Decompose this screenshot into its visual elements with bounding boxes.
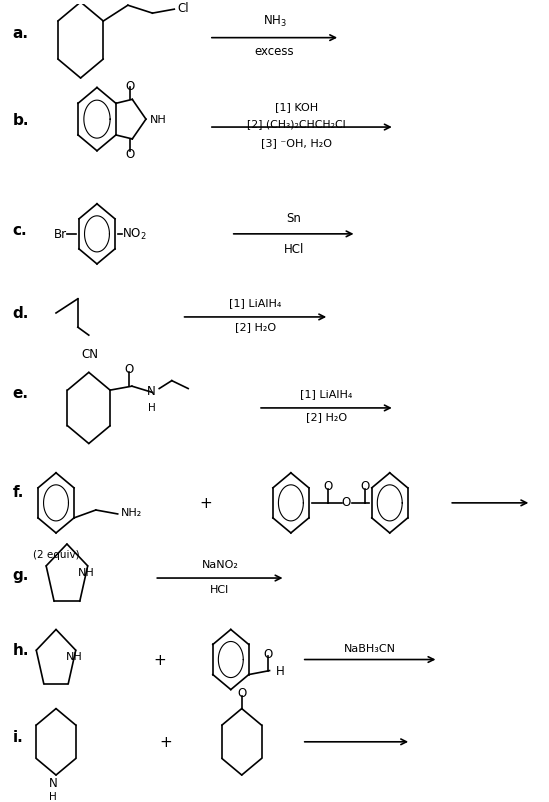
Text: +: + <box>159 735 172 749</box>
Text: O: O <box>341 495 351 508</box>
Text: [1] LiAlH₄: [1] LiAlH₄ <box>300 388 352 398</box>
Text: H: H <box>49 791 57 800</box>
Text: HCl: HCl <box>283 242 304 256</box>
Text: CN: CN <box>81 347 98 361</box>
Text: i.: i. <box>12 729 23 743</box>
Text: excess: excess <box>255 45 294 58</box>
Text: N: N <box>147 385 156 398</box>
Text: O: O <box>237 687 247 699</box>
Text: NaNO₂: NaNO₂ <box>201 559 238 569</box>
Text: O: O <box>125 148 134 160</box>
Text: NH₂: NH₂ <box>120 508 142 518</box>
Text: c.: c. <box>12 223 27 238</box>
Text: [2] H₂O: [2] H₂O <box>235 322 276 331</box>
Text: d.: d. <box>12 306 29 321</box>
Text: NH$_3$: NH$_3$ <box>262 14 287 29</box>
Text: NO$_2$: NO$_2$ <box>122 227 147 242</box>
Text: h.: h. <box>12 642 29 657</box>
Text: O: O <box>323 480 333 492</box>
Text: Cl: Cl <box>177 2 189 15</box>
Text: H: H <box>276 664 285 677</box>
Text: O: O <box>264 647 273 660</box>
Text: O: O <box>125 79 134 92</box>
Text: [1] KOH: [1] KOH <box>275 102 318 112</box>
Text: +: + <box>200 496 212 511</box>
Text: [2] (CH₃)₂CHCH₂Cl: [2] (CH₃)₂CHCH₂Cl <box>247 119 346 129</box>
Text: a.: a. <box>12 26 29 41</box>
Text: HCl: HCl <box>210 584 229 593</box>
Text: O: O <box>360 480 369 492</box>
Text: NH: NH <box>66 650 82 661</box>
Text: NH: NH <box>150 115 167 125</box>
Text: b.: b. <box>12 112 29 128</box>
Text: NaBH₃CN: NaBH₃CN <box>344 643 396 654</box>
Text: (2 equiv): (2 equiv) <box>33 549 79 560</box>
Text: [2] H₂O: [2] H₂O <box>306 411 347 422</box>
Text: e.: e. <box>12 385 29 400</box>
Text: [3] ⁻OH, H₂O: [3] ⁻OH, H₂O <box>261 138 332 148</box>
Text: H: H <box>148 403 155 412</box>
Text: f.: f. <box>12 484 24 499</box>
Text: [1] LiAlH₄: [1] LiAlH₄ <box>229 298 282 307</box>
Text: Br: Br <box>54 228 67 241</box>
Text: O: O <box>125 363 134 376</box>
Text: g.: g. <box>12 567 29 581</box>
Text: +: + <box>153 652 166 667</box>
Text: N: N <box>49 776 58 789</box>
Text: Sn: Sn <box>286 212 301 225</box>
Text: NH: NH <box>78 567 94 577</box>
